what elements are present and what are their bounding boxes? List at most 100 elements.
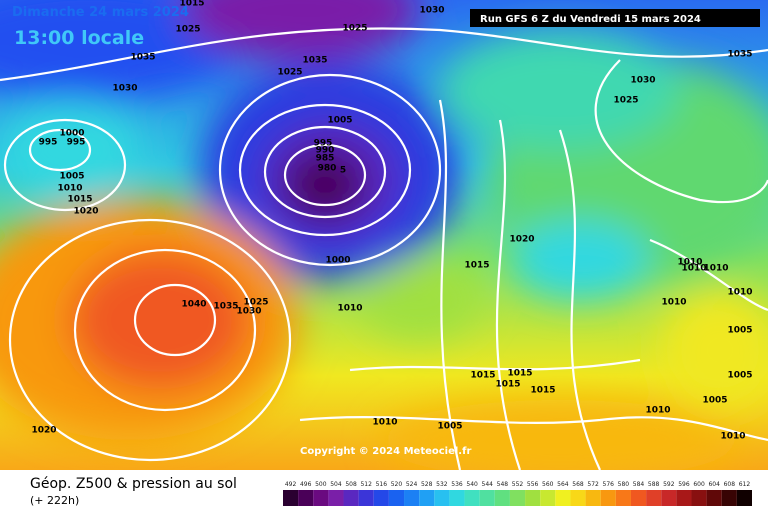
isobar-label: 1025 — [243, 298, 268, 308]
colorbar-tick-label: 568 — [572, 481, 584, 488]
colorbar-swatch — [600, 490, 616, 506]
colorbar-swatch — [404, 490, 420, 506]
isobar-label: 1005 — [727, 326, 752, 336]
colorbar-tick-label: 552 — [512, 481, 524, 488]
isobar-label: 1025 — [277, 68, 302, 78]
colorbar-tick-label: 516 — [376, 481, 388, 488]
colorbar-swatch — [343, 490, 359, 506]
colorbar: 492 496 500 504 508 512 516 520 524 528 532 536 540 5… — [283, 481, 752, 506]
isobar-label: 1010 — [372, 418, 397, 428]
isobar-label: 1005 — [702, 396, 727, 406]
isobar-label: 995 — [314, 139, 333, 149]
isobar-label: 1005 — [437, 422, 462, 432]
colorbar-swatch — [721, 490, 737, 506]
run-info: Run GFS 6 Z du Vendredi 15 mars 2024 — [480, 14, 701, 25]
isobar-label: 1015 — [507, 369, 532, 379]
colorbar-tick-label: 548 — [497, 481, 509, 488]
isobar-label: 1030 — [419, 6, 444, 16]
colorbar-swatch — [479, 490, 495, 506]
isobar-label: 980 — [318, 164, 337, 174]
colorbar-tick-label: 544 — [482, 481, 494, 488]
colorbar-tick-label: 496 — [300, 481, 312, 488]
isobar-label: 1010 — [681, 264, 706, 274]
isobar-label: 1005 — [327, 116, 352, 126]
isobar-label: 990 — [316, 146, 335, 156]
isobar-label: 1005 — [59, 172, 84, 182]
isobar-label: 1015 — [464, 261, 489, 271]
colorbar-swatch — [706, 490, 722, 506]
colorbar-swatch — [388, 490, 405, 506]
colorbar-swatch — [373, 490, 389, 506]
colorbar-tick-label: 596 — [678, 481, 690, 488]
colorbar-tick-label: 584 — [633, 481, 645, 488]
isobar-label: 1010 — [661, 298, 686, 308]
isobar-label: 1010 — [677, 258, 702, 268]
isobar-label: 1035 — [727, 50, 752, 60]
isobar-label: 1035 — [213, 302, 238, 312]
colorbar-swatch — [313, 490, 329, 506]
isobar-label: 1020 — [31, 426, 56, 436]
colorbar-tick-label: 492 — [285, 481, 297, 488]
colorbar-tick-label: 508 — [345, 481, 357, 488]
colorbar-swatch — [358, 490, 374, 506]
colorbar-tick-label: 588 — [648, 481, 660, 488]
isobar-label: 1015 — [530, 386, 555, 396]
isobar-label: 1015 — [67, 195, 92, 205]
isobar-label: 1025 — [613, 96, 638, 106]
isobar-label: 5 — [340, 166, 346, 176]
isobar-label: 1010 — [727, 288, 752, 298]
colorbar-tick-label: 512 — [360, 481, 372, 488]
isobars — [0, 27, 768, 471]
colorbar-tick-label: 556 — [527, 481, 539, 488]
colorbar-tick-label: 500 — [315, 481, 327, 488]
colorbar-swatch — [283, 490, 299, 506]
colorbar-swatch — [540, 490, 556, 506]
colorbar-swatch — [434, 490, 450, 506]
colorbar-swatch — [661, 490, 677, 506]
isobar-label: 1015 — [179, 0, 204, 9]
isobar-label: 1020 — [509, 235, 534, 245]
isobar-label: 1010 — [703, 264, 728, 274]
colorbar-tick-label: 604 — [708, 481, 720, 488]
colorbar-tick-label: 540 — [466, 481, 478, 488]
colorbar-swatch — [449, 490, 465, 506]
colorbar-tick-label: 536 — [451, 481, 463, 488]
colorbar-swatch — [676, 490, 692, 506]
footer-title: Géop. Z500 & pression au sol — [30, 476, 237, 492]
colorbar-tick-label: 580 — [618, 481, 630, 488]
colorbar-tick-label: 608 — [724, 481, 736, 488]
isobar-label: 985 — [316, 154, 335, 164]
isobar-label: 1030 — [630, 76, 655, 86]
isobar-labels: 1015102510351030103010251035102510059959… — [31, 0, 752, 442]
isobar-label: 995 — [39, 138, 58, 148]
colorbar-tick-label: 504 — [330, 481, 342, 488]
isobar-label: 1000 — [325, 256, 350, 266]
isobar-label: 1030 — [236, 307, 261, 317]
isobar-label: 1000 — [59, 129, 84, 139]
colorbar-swatch — [464, 490, 480, 506]
colorbar-swatch — [555, 490, 571, 506]
colorbar-tick-label: 564 — [557, 481, 569, 488]
colorbar-swatch — [691, 490, 707, 506]
isobar-label: 1030 — [112, 84, 137, 94]
colorbar-tick-label: 572 — [587, 481, 599, 488]
isobar-label: 995 — [67, 138, 86, 148]
isobar-label: 1020 — [73, 207, 98, 217]
isobar-label: 1010 — [645, 406, 670, 416]
isobar-label: 1010 — [57, 184, 82, 194]
isobar-label: 1010 — [337, 304, 362, 314]
copyright: Copyright © 2024 Meteociel.fr — [300, 446, 471, 457]
colorbar-swatch — [646, 490, 662, 506]
colorbar-tick-label: 612 — [739, 481, 751, 488]
isobar-label: 1035 — [302, 56, 327, 66]
run-box — [470, 9, 760, 27]
colorbar-tick-label: 600 — [693, 481, 705, 488]
colorbar-tick-label: 524 — [406, 481, 418, 488]
isobar-label: 1005 — [727, 371, 752, 381]
colorbar-swatch — [570, 490, 586, 506]
colorbar-swatch — [585, 490, 601, 506]
isobar-label: 1035 — [130, 53, 155, 63]
colorbar-tick-label: 528 — [421, 481, 433, 488]
